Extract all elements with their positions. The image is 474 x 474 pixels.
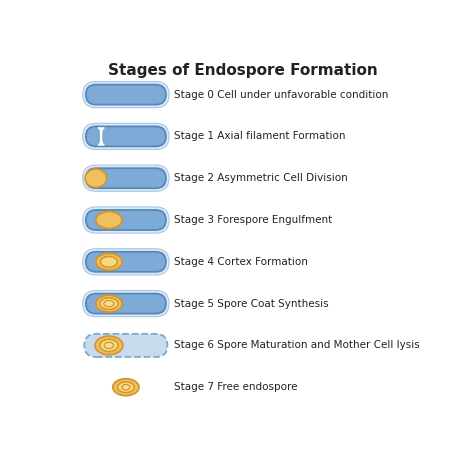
- FancyBboxPatch shape: [83, 82, 169, 108]
- FancyBboxPatch shape: [86, 168, 166, 188]
- Ellipse shape: [100, 298, 118, 310]
- FancyBboxPatch shape: [86, 293, 166, 314]
- FancyBboxPatch shape: [86, 252, 166, 272]
- Ellipse shape: [104, 301, 114, 307]
- FancyBboxPatch shape: [83, 291, 169, 317]
- FancyBboxPatch shape: [83, 165, 169, 191]
- Ellipse shape: [118, 382, 134, 392]
- Text: Stages of Endospore Formation: Stages of Endospore Formation: [108, 63, 378, 78]
- Text: Stage 0 Cell under unfavorable condition: Stage 0 Cell under unfavorable condition: [174, 90, 389, 100]
- FancyBboxPatch shape: [83, 207, 169, 233]
- Ellipse shape: [96, 253, 122, 270]
- FancyBboxPatch shape: [86, 127, 166, 146]
- Ellipse shape: [113, 379, 139, 396]
- FancyBboxPatch shape: [83, 249, 169, 275]
- Ellipse shape: [104, 342, 114, 348]
- Ellipse shape: [100, 256, 118, 267]
- Text: Stage 5 Spore Coat Synthesis: Stage 5 Spore Coat Synthesis: [174, 299, 329, 309]
- Text: Stage 2 Asymmetric Cell Division: Stage 2 Asymmetric Cell Division: [174, 173, 348, 183]
- Ellipse shape: [85, 169, 107, 187]
- Text: Stage 7 Free endospore: Stage 7 Free endospore: [174, 382, 298, 392]
- Text: Stage 4 Cortex Formation: Stage 4 Cortex Formation: [174, 257, 308, 267]
- FancyBboxPatch shape: [86, 210, 166, 230]
- Ellipse shape: [122, 384, 130, 390]
- Text: Stage 1 Axial filament Formation: Stage 1 Axial filament Formation: [174, 131, 346, 141]
- Ellipse shape: [96, 295, 122, 312]
- Ellipse shape: [96, 211, 122, 228]
- Text: Stage 3 Forespore Engulfment: Stage 3 Forespore Engulfment: [174, 215, 333, 225]
- FancyBboxPatch shape: [86, 84, 166, 105]
- Ellipse shape: [100, 339, 118, 352]
- FancyBboxPatch shape: [84, 334, 167, 357]
- Ellipse shape: [95, 336, 123, 355]
- FancyBboxPatch shape: [83, 123, 169, 149]
- Text: Stage 6 Spore Maturation and Mother Cell lysis: Stage 6 Spore Maturation and Mother Cell…: [174, 340, 420, 350]
